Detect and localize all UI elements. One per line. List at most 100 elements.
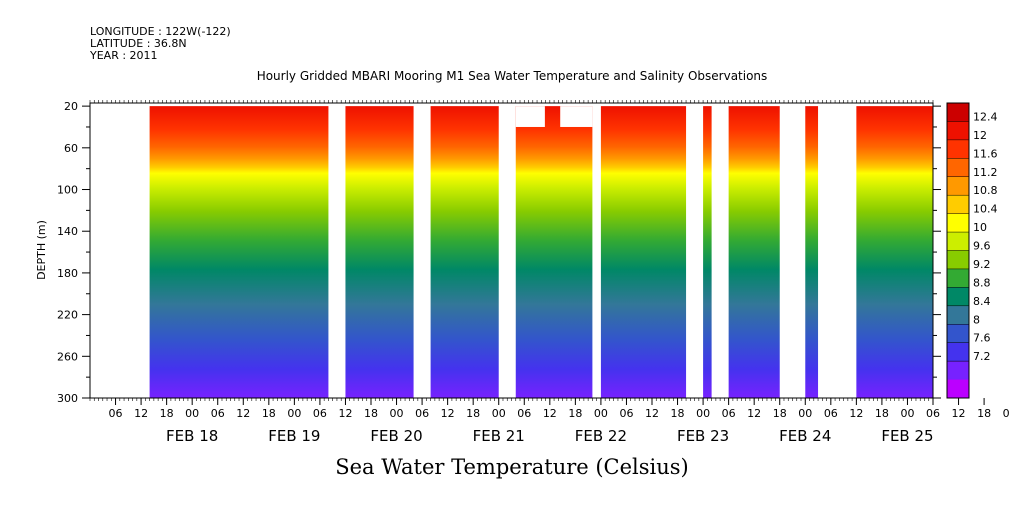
x-date-label: FEB 20 <box>370 427 422 445</box>
y-axis: 20 60 100 140 180 220 260 300 <box>57 100 941 405</box>
colorbar-swatch <box>947 342 969 362</box>
colorbar-swatch <box>947 103 969 122</box>
x-tick-label: 00 <box>492 407 506 420</box>
colorbar-legend: 12.4 12 11.6 11.2 10.8 10.4 10 9.6 9.2 8.8 8.4 8 7.6… <box>946 102 998 399</box>
x-tick-label: 00 <box>390 407 404 420</box>
x-axis: 06 12 18 00 06 12 18 00 06 12 18 00 06 12 18 00 06 12 18 00… <box>89 100 1009 445</box>
colorbar-label: 10 <box>973 221 987 234</box>
x-tick-label: 18 <box>364 407 378 420</box>
x-date-label: FEB 24 <box>779 427 831 445</box>
colorbar-swatch <box>947 213 969 233</box>
data-gap <box>560 106 593 127</box>
x-date-label: FEB 18 <box>166 427 218 445</box>
y-tick-label: 20 <box>64 100 78 113</box>
colorbar-label: 12 <box>973 129 987 142</box>
x-tick-label: 18 <box>977 407 991 420</box>
colorbar-label: 8.4 <box>973 295 991 308</box>
x-tick-label: 18 <box>160 407 174 420</box>
x-tick-label: 00 <box>696 407 710 420</box>
year-label: YEAR : 2011 <box>89 49 158 62</box>
colorbar-swatch <box>947 250 969 270</box>
x-tick-label: 06 <box>926 407 940 420</box>
colorbar-label: 9.6 <box>973 240 991 253</box>
longitude-label: LONGITUDE : 122W(-122) <box>90 25 231 38</box>
x-tick-label: 06 <box>619 407 633 420</box>
x-date-label: FEB 22 <box>575 427 627 445</box>
colorbar-label: 9.2 <box>973 258 991 271</box>
data-segment <box>728 106 780 399</box>
colorbar-swatch <box>947 287 969 307</box>
colorbar-label: 7.6 <box>973 332 991 345</box>
y-tick-label: 300 <box>57 392 78 405</box>
x-date-label: FEB 23 <box>677 427 729 445</box>
plot-area <box>89 102 934 399</box>
x-tick-label: 06 <box>109 407 123 420</box>
x-tick-label: 18 <box>671 407 685 420</box>
x-tick-label: 00 <box>900 407 914 420</box>
y-tick-label: 140 <box>57 225 78 238</box>
x-tick-label: 06 <box>313 407 327 420</box>
x-tick-label: 00 <box>185 407 199 420</box>
x-tick-label: 00 <box>798 407 812 420</box>
latitude-label: LATITUDE : 36.8N <box>90 37 187 50</box>
colorbar-label: 8 <box>973 313 980 326</box>
data-segment <box>345 106 414 399</box>
x-tick-label: 06 <box>415 407 429 420</box>
data-segment <box>600 106 687 399</box>
chart-title: Hourly Gridded MBARI Mooring M1 Sea Wate… <box>257 69 768 83</box>
colorbar-label: 7.2 <box>973 350 991 363</box>
colorbar-swatch <box>947 139 969 159</box>
x-tick-label: 12 <box>338 407 352 420</box>
x-tick-label: 12 <box>236 407 250 420</box>
x-tick-label: 12 <box>441 407 455 420</box>
y-tick-label: 60 <box>64 142 78 155</box>
colorbar-swatch <box>947 361 969 381</box>
x-date-label: FEB 19 <box>268 427 320 445</box>
colorbar-swatch <box>947 305 969 325</box>
x-tick-label: 18 <box>568 407 582 420</box>
colorbar-swatch <box>947 121 969 141</box>
data-segment <box>703 106 712 399</box>
colorbar-label: 12.4 <box>973 110 998 123</box>
colorbar-swatch <box>947 176 969 196</box>
x-tick-label: 12 <box>543 407 557 420</box>
x-tick-label: 00 <box>287 407 301 420</box>
x-date-label: FEB 21 <box>473 427 525 445</box>
data-segment <box>515 106 593 399</box>
data-segment <box>856 106 933 399</box>
x-tick-label: 06 <box>722 407 736 420</box>
data-segment <box>805 106 819 399</box>
x-date-label: FEB 25 <box>881 427 933 445</box>
colorbar-swatch <box>947 195 969 215</box>
colorbar-swatch <box>947 379 969 399</box>
y-tick-label: 260 <box>57 350 78 363</box>
x-tick-label: 06 <box>824 407 838 420</box>
y-tick-label: 180 <box>57 267 78 280</box>
colorbar-label: 10.4 <box>973 203 998 216</box>
x-tick-label: 00 <box>594 407 608 420</box>
x-tick-label: 18 <box>466 407 480 420</box>
colorbar-swatch <box>947 158 969 178</box>
colorbar-swatch <box>947 232 969 251</box>
colorbar-label: 11.6 <box>973 147 998 160</box>
x-tick-label: 18 <box>262 407 276 420</box>
x-tick-label: 12 <box>849 407 863 420</box>
data-segment <box>149 106 329 399</box>
x-tick-label: 12 <box>645 407 659 420</box>
colorbar-label: 8.8 <box>973 276 991 289</box>
x-tick-label: 12 <box>134 407 148 420</box>
data-segment <box>430 106 499 399</box>
x-tick-label: 06 <box>211 407 225 420</box>
y-tick-label: 220 <box>57 309 78 322</box>
x-tick-label: 18 <box>875 407 889 420</box>
x-tick-label: 06 <box>517 407 531 420</box>
variable-title: Sea Water Temperature (Celsius) <box>335 455 689 479</box>
x-tick-label: 00 <box>1003 407 1009 420</box>
colorbar-swatch <box>947 324 969 344</box>
colorbar-swatch <box>947 268 969 288</box>
x-tick-label: 12 <box>747 407 761 420</box>
colorbar-label: 10.8 <box>973 184 998 197</box>
data-gap <box>515 106 545 127</box>
x-tick-label: 12 <box>952 407 966 420</box>
